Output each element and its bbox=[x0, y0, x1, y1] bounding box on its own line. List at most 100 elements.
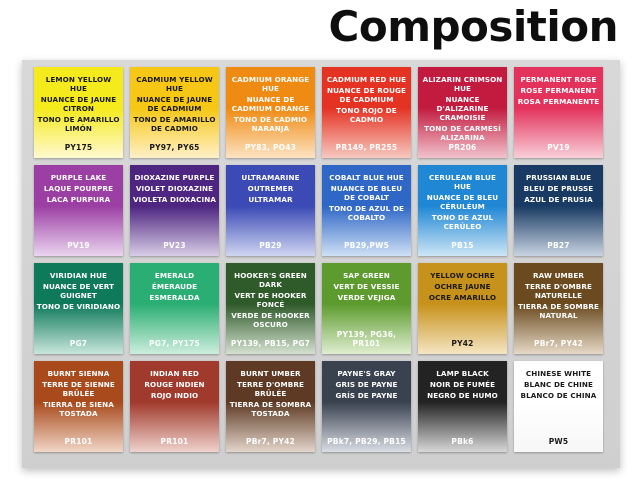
swatch-names: SAP GREEN VERT DE VESSIE VERDE VEJIGA bbox=[324, 271, 409, 302]
swatch-names: ALIZARIN CRIMSON HUE NUANCE D'ALIZARINE C… bbox=[420, 75, 505, 142]
color-swatch: PRUSSIAN BLUE BLEU DE PRUSSE AZUL DE PRUSI… bbox=[514, 165, 603, 256]
swatch-names: BURNT UMBER TERRE D'OMBRE BRÛLÉE TIERRA DE… bbox=[228, 369, 313, 418]
color-swatch: CADMIUM RED HUE NUANCE DE ROUGE DE CADMIU… bbox=[322, 67, 411, 158]
swatch-name-en: RAW UMBER bbox=[532, 271, 584, 280]
pigment-code: PY83, PO43 bbox=[244, 143, 297, 152]
swatch-name-es: TIERRA DE SIENA TOSTADA bbox=[43, 400, 114, 418]
swatch-name-en: PERMANENT ROSE bbox=[520, 75, 597, 84]
swatch-name-es: TONO ROJO DE CADMIO bbox=[336, 106, 397, 124]
swatch-name-es: TIERRA DE SOMBRE NATURAL bbox=[518, 302, 599, 320]
swatch-name-en: CERULEAN BLUE HUE bbox=[429, 173, 496, 191]
swatch-name-es: TONO DE CARMESÍ ALIZARINA bbox=[424, 124, 501, 142]
color-swatch: SAP GREEN VERT DE VESSIE VERDE VEJIGA PY139… bbox=[322, 263, 411, 354]
swatch-name-en: INDIAN RED bbox=[150, 369, 199, 378]
pigment-code: PR101 bbox=[64, 437, 93, 446]
swatch-grid: LEMON YELLOW HUE NUANCE DE JAUNE CITRON TO… bbox=[34, 67, 603, 452]
swatch-names: LAMP BLACK NOIR DE FUMÉE NEGRO DE HUMO bbox=[420, 369, 505, 400]
swatch-names: BURNT SIENNA TERRE DE SIENNE BRÛLÉE TIERRA… bbox=[36, 369, 121, 418]
swatch-name-es: TONO DE AZUL CERÚLEO bbox=[431, 213, 494, 231]
swatch-name-es: OCRE AMARILLO bbox=[428, 293, 497, 302]
swatch-name-en: COBALT BLUE HUE bbox=[329, 173, 404, 182]
color-swatch: CADMIUM YELLOW HUE NUANCE DE JAUNE DE CAD… bbox=[130, 67, 219, 158]
swatch-name-es: ROJO INDIO bbox=[150, 391, 199, 400]
swatch-name-en: LEMON YELLOW HUE bbox=[45, 75, 112, 93]
swatch-names: PERMANENT ROSE ROSE PERMANENT ROSA PERMANE… bbox=[516, 75, 601, 106]
pigment-code: PY97, PY65 bbox=[149, 143, 200, 152]
swatch-name-es: ESMERALDA bbox=[149, 293, 200, 302]
swatch-name-fr: BLANC DE CHINE bbox=[523, 380, 594, 389]
swatch-name-en: BURNT SIENNA bbox=[47, 369, 110, 378]
color-swatch: INDIAN RED ROUGE INDIEN ROJO INDIO PR101 bbox=[130, 361, 219, 452]
color-swatch: PAYNE'S GRAY GRIS DE PAYNE GRÍS DE PAYNE PB… bbox=[322, 361, 411, 452]
swatch-name-en: CADMIUM YELLOW HUE bbox=[136, 75, 213, 93]
swatch-name-es: TIERRA DE SOMBRA TOSTADA bbox=[229, 400, 312, 418]
swatch-names: VIRIDIAN HUE NUANCE DE VERT GUIGNET TONO D… bbox=[36, 271, 121, 311]
color-swatch: PURPLE LAKE LAQUE POURPRE LACA PURPURA PV19 bbox=[34, 165, 123, 256]
swatch-names: YELLOW OCHRE OCHRE JAUNE OCRE AMARILLO bbox=[420, 271, 505, 302]
pigment-code: PB27 bbox=[547, 241, 570, 250]
swatch-name-fr: NUANCE DE VERT GUIGNET bbox=[42, 282, 115, 300]
pigment-code: PBk6 bbox=[451, 437, 474, 446]
color-swatch: COBALT BLUE HUE NUANCE DE BLEU DE COBALT T… bbox=[322, 165, 411, 256]
color-swatch: HOOKER'S GREEN DARK VERT DE HOOKER FONCÉ V… bbox=[226, 263, 315, 354]
swatch-name-fr: GRIS DE PAYNE bbox=[335, 380, 398, 389]
swatch-name-en: EMERALD bbox=[154, 271, 195, 280]
pigment-code: PY139, PB15, PG7 bbox=[230, 339, 311, 348]
swatch-names: PURPLE LAKE LAQUE POURPRE LACA PURPURA bbox=[36, 173, 121, 204]
pigment-code: PV19 bbox=[67, 241, 90, 250]
swatch-name-fr: NUANCE DE JAUNE CITRON bbox=[40, 95, 117, 113]
pigment-code: PB29,PW5 bbox=[343, 241, 390, 250]
swatch-name-en: SAP GREEN bbox=[343, 271, 390, 280]
pigment-code: PV19 bbox=[547, 143, 570, 152]
swatch-name-en: CHINESE WHITE bbox=[525, 369, 592, 378]
color-swatch: DIOXAZINE PURPLE VIOLET DIOXAZINE VIOLETA … bbox=[130, 165, 219, 256]
swatch-names: RAW UMBER TERRE D'OMBRE NATURELLE TIERRA D… bbox=[516, 271, 601, 320]
swatch-name-fr: ROUGE INDIEN bbox=[144, 380, 205, 389]
swatch-name-es: VIOLETA DIOXACINA bbox=[132, 195, 217, 204]
pigment-code: PBk7, PB29, PB15 bbox=[327, 437, 406, 446]
swatch-name-es: TONO DE CADMIO NARANJA bbox=[233, 115, 308, 133]
swatch-name-en: CADMIUM ORANGE HUE bbox=[231, 75, 310, 93]
swatch-name-fr: TERRE D'OMBRE BRÛLÉE bbox=[237, 380, 304, 398]
pigment-code: PR206 bbox=[448, 143, 477, 152]
swatch-name-fr: ROSE PERMANENT bbox=[520, 86, 597, 95]
swatch-name-es: ULTRAMAR bbox=[248, 195, 293, 204]
swatch-name-es: TONO DE AMARILLO LIMÓN bbox=[37, 115, 120, 133]
swatch-names: CADMIUM RED HUE NUANCE DE ROUGE DE CADMIU… bbox=[324, 75, 409, 124]
swatch-name-en: PRUSSIAN BLUE bbox=[525, 173, 592, 182]
swatch-name-fr: VIOLET DIOXAZINE bbox=[135, 184, 214, 193]
swatch-name-fr: ÉMERAUDE bbox=[151, 282, 198, 291]
color-swatch: ULTRAMARINE OUTREMER ULTRAMAR PB29 bbox=[226, 165, 315, 256]
pigment-code: PW5 bbox=[548, 437, 569, 446]
swatch-name-fr: OUTREMER bbox=[247, 184, 294, 193]
swatch-name-en: CADMIUM RED HUE bbox=[326, 75, 407, 84]
swatch-names: HOOKER'S GREEN DARK VERT DE HOOKER FONCÉ V… bbox=[228, 271, 313, 329]
swatch-names: PRUSSIAN BLUE BLEU DE PRUSSE AZUL DE PRUSI… bbox=[516, 173, 601, 204]
swatch-name-fr: VERT DE VESSIE bbox=[333, 282, 400, 291]
color-swatch: RAW UMBER TERRE D'OMBRE NATURELLE TIERRA D… bbox=[514, 263, 603, 354]
swatch-name-es: AZUL DE PRUSIA bbox=[524, 195, 593, 204]
swatch-name-en: VIRIDIAN HUE bbox=[49, 271, 108, 280]
color-swatch: LAMP BLACK NOIR DE FUMÉE NEGRO DE HUMO PBk6 bbox=[418, 361, 507, 452]
swatch-name-es: TONO DE AZUL DE COBALTO bbox=[328, 204, 405, 222]
color-swatch: PERMANENT ROSE ROSE PERMANENT ROSA PERMANE… bbox=[514, 67, 603, 158]
pigment-code: PG7, PY175 bbox=[149, 339, 200, 348]
pigment-code: PR101 bbox=[160, 437, 189, 446]
swatch-names: LEMON YELLOW HUE NUANCE DE JAUNE CITRON TO… bbox=[36, 75, 121, 133]
color-swatch: EMERALD ÉMERAUDE ESMERALDA PG7, PY175 bbox=[130, 263, 219, 354]
swatch-names: CHINESE WHITE BLANC DE CHINE BLANCO DE CHI… bbox=[516, 369, 601, 400]
swatch-name-en: DIOXAZINE PURPLE bbox=[134, 173, 215, 182]
swatch-name-fr: TERRE DE SIENNE BRÛLÉE bbox=[42, 380, 115, 398]
swatch-name-en: PAYNE'S GRAY bbox=[337, 369, 396, 378]
swatch-name-es: TONO DE AMARILLO DE CADMIO bbox=[133, 115, 216, 133]
swatch-name-fr: NUANCE DE BLEU DE COBALT bbox=[330, 184, 403, 202]
swatch-names: EMERALD ÉMERAUDE ESMERALDA bbox=[132, 271, 217, 302]
pigment-code: PBr7, PY42 bbox=[246, 437, 295, 446]
color-swatch: YELLOW OCHRE OCHRE JAUNE OCRE AMARILLO PY42 bbox=[418, 263, 507, 354]
swatch-names: CADMIUM ORANGE HUE NUANCE DE CADMIUM ORAN… bbox=[228, 75, 313, 133]
swatch-name-es: NEGRO DE HUMO bbox=[427, 391, 498, 400]
pigment-code: PY175 bbox=[64, 143, 93, 152]
swatch-names: PAYNE'S GRAY GRIS DE PAYNE GRÍS DE PAYNE bbox=[324, 369, 409, 400]
swatch-names: CERULEAN BLUE HUE NUANCE DE BLEU CÉRULÉUM… bbox=[420, 173, 505, 231]
pigment-code: PY139, PG36, PR101 bbox=[336, 330, 397, 348]
